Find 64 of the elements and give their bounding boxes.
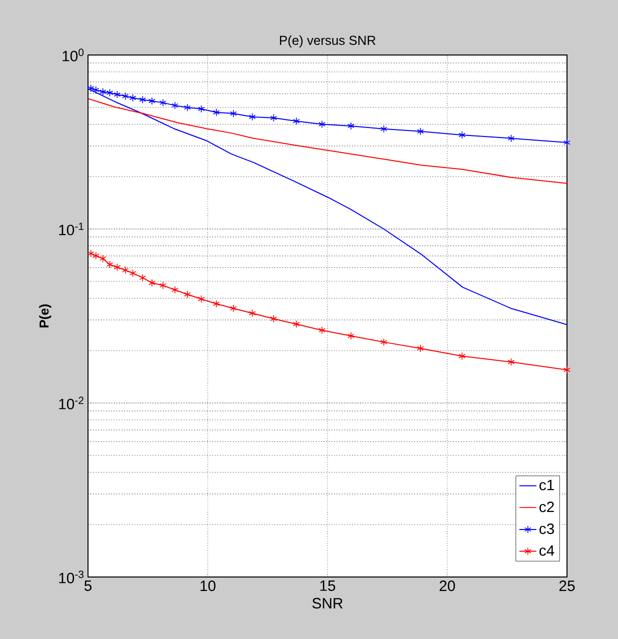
legend-label: c4 [539,545,554,556]
point [564,366,570,374]
point [172,286,178,294]
point [160,282,166,290]
y-tick-label: 10$^{0}$ [62,48,84,62]
point [139,274,146,282]
legend-label: c1 [539,480,554,490]
point [508,358,515,366]
point [348,122,354,130]
y-tick-label: 10$^{-1}$ [59,222,84,236]
point [122,266,129,274]
x-tick-label: 20 [440,580,455,592]
y-tick-label: 10$^{-3}$ [59,570,84,584]
point [129,94,136,102]
point [122,92,129,100]
point [106,88,114,97]
point [212,300,220,308]
y-axis-title: P(e) [39,304,52,328]
point [87,250,94,258]
point [160,98,166,107]
point [230,304,237,312]
point [270,314,278,323]
point [417,344,424,352]
point [129,269,136,278]
point [230,110,237,118]
x-tick-label: 15 [320,580,336,591]
point [198,295,205,303]
point [458,352,466,360]
x-axis-title: SNR [312,598,343,609]
point [458,131,466,139]
point [417,127,424,136]
point [99,254,106,262]
x-tick-label: 10 [200,580,216,592]
legend-label: c2 [539,502,554,512]
point [380,125,388,133]
point [318,120,326,128]
point [106,260,114,268]
point [148,279,156,287]
point [318,326,326,334]
point [248,309,256,318]
point [508,134,515,142]
point [348,332,354,340]
point [292,320,300,328]
point [114,263,121,272]
point [198,105,205,113]
x-tick-label: 5 [84,580,92,591]
point [270,114,278,122]
point [564,138,570,146]
point [184,104,191,112]
y-tick-label: 10$^{-2}$ [59,396,84,410]
chart-title: P(e) versus SNR [280,35,376,48]
point [212,108,220,116]
point [114,90,121,98]
point [172,102,178,110]
point [99,88,106,96]
point [292,117,300,125]
x-tick-label: 25 [559,580,575,592]
point [148,97,156,105]
legend-label: c3 [539,523,554,534]
point [139,96,146,104]
point [380,338,388,346]
point [248,112,256,121]
line-series [88,98,568,184]
point [184,290,191,298]
